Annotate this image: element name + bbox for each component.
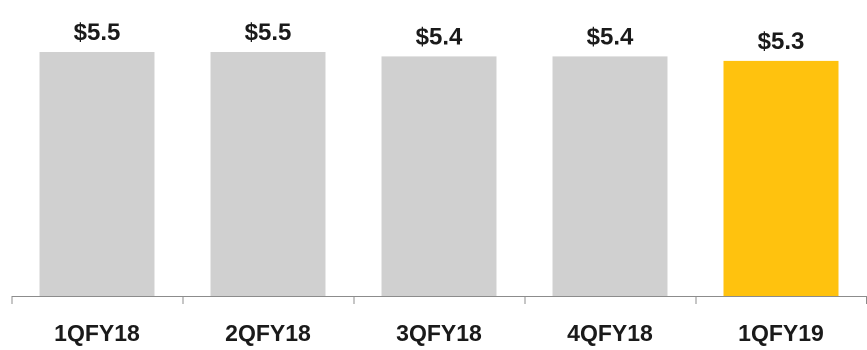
bar-2QFY18 bbox=[210, 52, 326, 296]
data-label-1QFY19: $5.3 bbox=[758, 28, 805, 55]
data-label-3QFY18: $5.4 bbox=[416, 23, 463, 50]
data-label-1QFY18: $5.5 bbox=[74, 19, 121, 46]
data-label-4QFY18: $5.4 bbox=[587, 23, 634, 50]
bar-1QFY19 bbox=[723, 60, 839, 297]
x-tick-label-2QFY18: 2QFY18 bbox=[225, 320, 311, 346]
x-tick-label-1QFY18: 1QFY18 bbox=[54, 320, 140, 346]
bars-layer bbox=[39, 52, 839, 297]
x-tick-label-4QFY18: 4QFY18 bbox=[567, 320, 653, 346]
bar-3QFY18 bbox=[381, 56, 497, 297]
labels-layer: $5.5 1QFY18 $5.5 2QFY18 $5.4 3QFY18 $5.4 4QFY18… bbox=[54, 19, 824, 346]
data-label-2QFY18: $5.5 bbox=[245, 19, 292, 46]
x-tick-label-1QFY19: 1QFY19 bbox=[738, 320, 824, 346]
x-tick-label-3QFY18: 3QFY18 bbox=[396, 320, 482, 346]
bar-4QFY18 bbox=[552, 56, 668, 297]
x-axis bbox=[11, 296, 867, 304]
bar-1QFY18 bbox=[39, 52, 155, 296]
